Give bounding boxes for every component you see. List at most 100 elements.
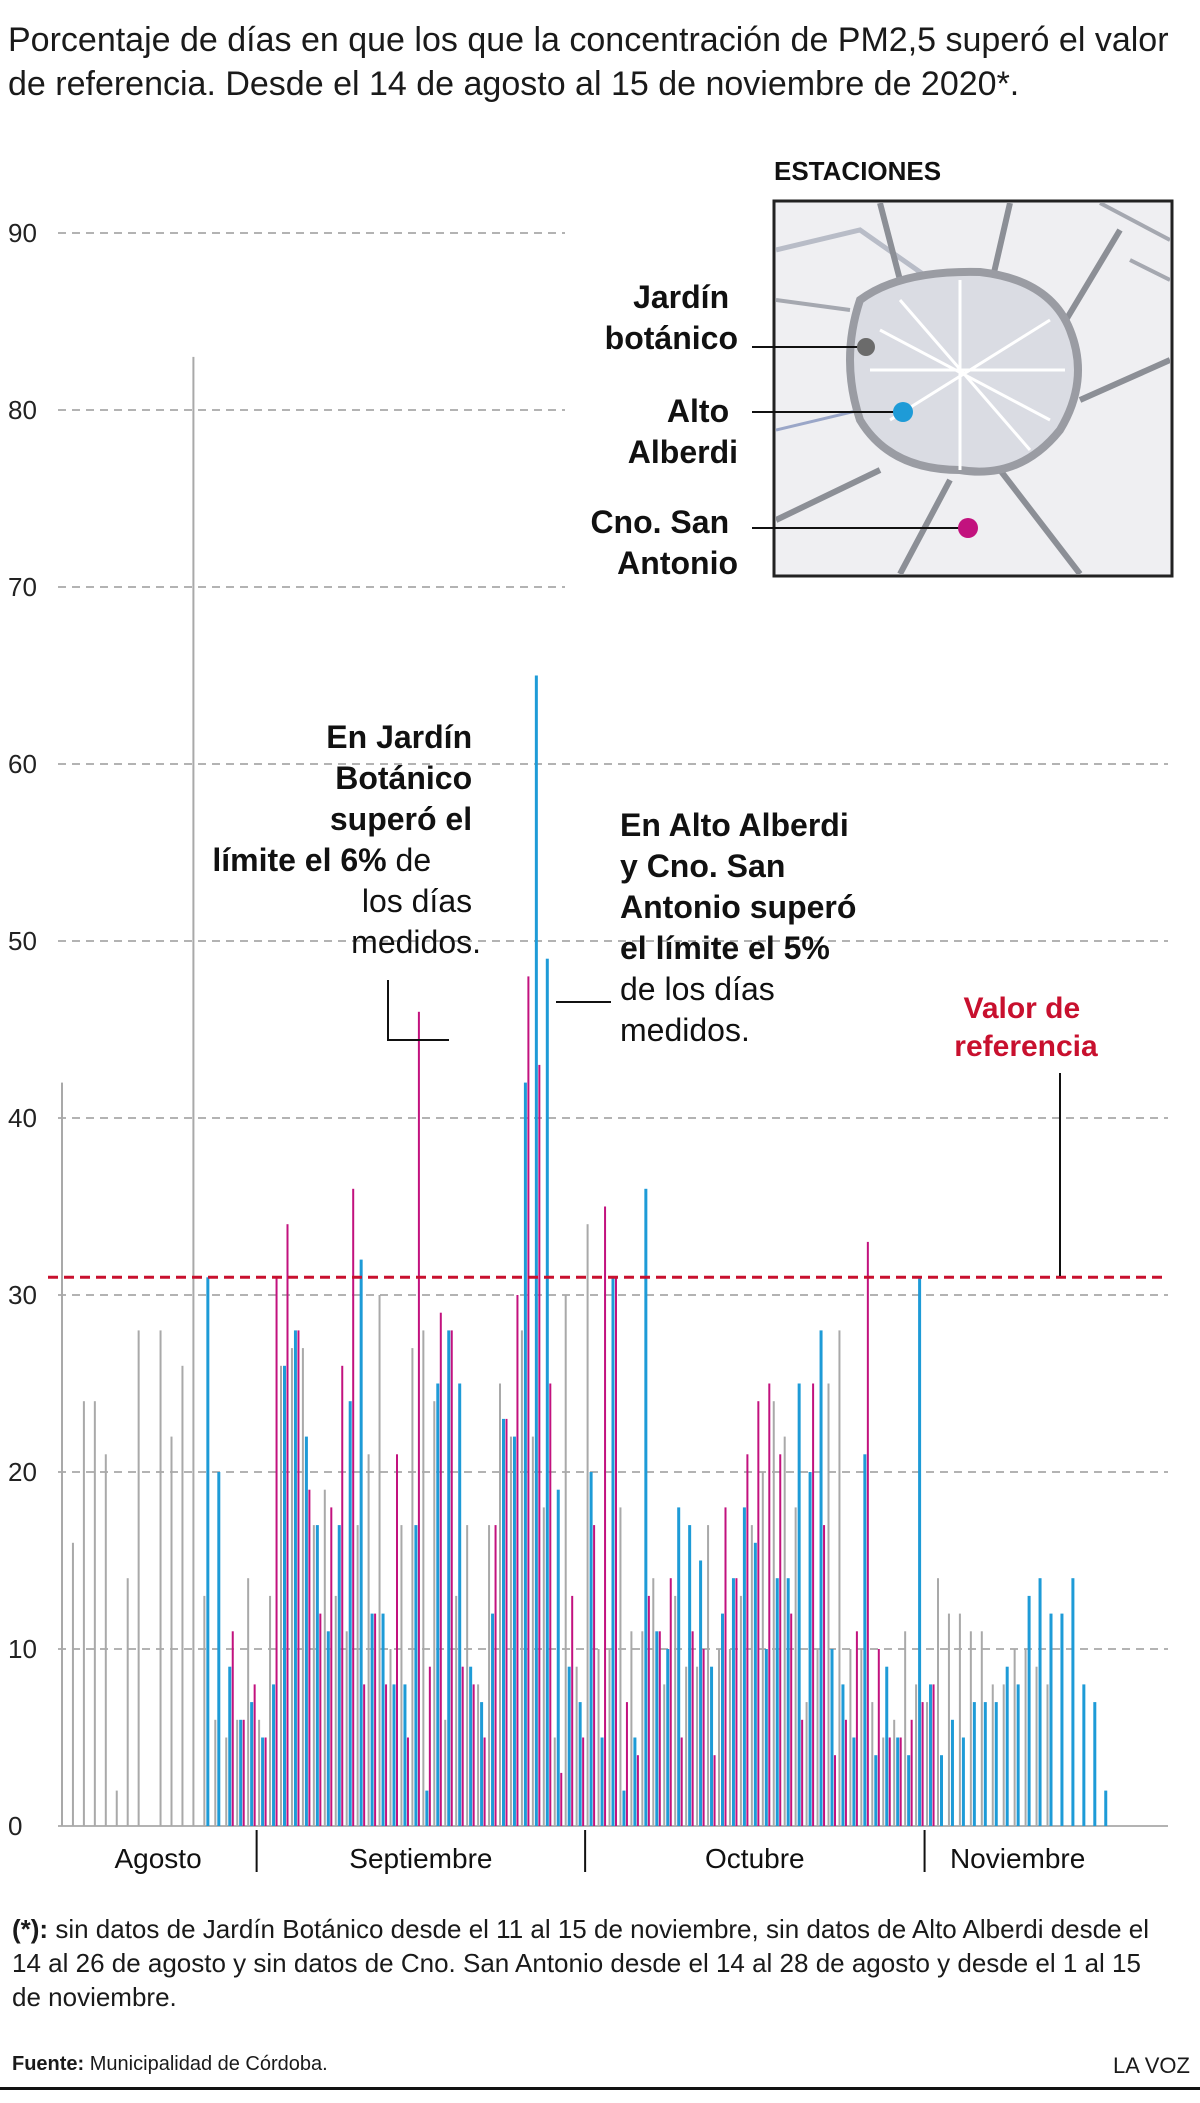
station-map: ESTACIONES Jardín botánico Alto Alberdi … [590, 156, 1174, 581]
bar-alto [1016, 1684, 1020, 1826]
footnote: (*): sin datos de Jardín Botánico desde … [12, 1912, 1162, 2014]
bar-alto [261, 1737, 265, 1826]
bar-jardin [61, 1082, 63, 1826]
bar-sanantonio [571, 1595, 574, 1826]
y-tick-label: 50 [8, 926, 37, 956]
bar-alto [1104, 1790, 1108, 1826]
bar-alto [797, 1383, 801, 1826]
bar-jardin [301, 1348, 304, 1826]
bar-jardin [893, 1719, 896, 1826]
bar-jardin [904, 1631, 907, 1826]
bar-sanantonio [844, 1719, 847, 1826]
bar-sanantonio [516, 1295, 519, 1826]
source: Fuente: Municipalidad de Córdoba. [12, 2053, 328, 2076]
bar-jardin [115, 1790, 118, 1826]
bar-jardin [1024, 1649, 1027, 1826]
bar-jardin [203, 1595, 206, 1826]
bar-jardin [236, 1719, 239, 1826]
bar-jardin [312, 1525, 315, 1826]
bar-jardin [542, 1507, 545, 1826]
bar-sanantonio [604, 1206, 607, 1826]
bar-alto [567, 1666, 571, 1826]
bar-jardin [630, 1631, 633, 1826]
bar-alto [764, 1649, 768, 1826]
bar-alto [677, 1507, 681, 1826]
bar-sanantonio [242, 1719, 245, 1826]
month-label: Agosto [114, 1843, 201, 1874]
bar-alto [633, 1737, 637, 1826]
bar-jardin [937, 1578, 939, 1826]
bar-alto [283, 1365, 286, 1826]
bar-jardin [466, 1525, 469, 1826]
bar-sanantonio [297, 1330, 300, 1826]
bar-alto [1082, 1684, 1086, 1826]
bar-jardin [958, 1613, 961, 1826]
bar-sanantonio [691, 1631, 694, 1826]
bar-sanantonio [855, 1631, 858, 1826]
bar-alto [491, 1613, 495, 1826]
bar-jardin [509, 1436, 512, 1826]
y-tick-label: 30 [8, 1280, 37, 1310]
bar-sanantonio [801, 1719, 804, 1826]
bar-jardin [499, 1383, 501, 1826]
bar-jardin [652, 1578, 655, 1826]
pm25-bar-chart: 0 10 20 30 40 50 60 70 80 90 Agosto Septiembre Octu… [8, 156, 1174, 1874]
annotation-reference: Valor de referencia [954, 992, 1098, 1276]
bar-alto [994, 1702, 998, 1826]
bar-sanantonio [341, 1365, 344, 1826]
bar-sanantonio [396, 1454, 398, 1826]
bar-jardin [816, 1649, 819, 1826]
station-label-jardin: Jardín botánico [605, 279, 738, 356]
bar-alto [655, 1631, 659, 1826]
bar-sanantonio [823, 1525, 826, 1826]
bar-alto [1071, 1578, 1075, 1826]
bar-jardin [838, 1330, 841, 1826]
bar-alto [425, 1790, 429, 1826]
bar-jardin [761, 1472, 764, 1826]
bar-alto [1060, 1613, 1064, 1826]
bar-alto [545, 958, 549, 1826]
bar-sanantonio [264, 1737, 267, 1826]
bar-alto [699, 1560, 703, 1826]
bar-sanantonio [538, 1064, 541, 1826]
station-label-alto: Alto Alberdi [628, 393, 738, 470]
bar-alto [1005, 1666, 1009, 1826]
bar-alto [950, 1719, 954, 1826]
bar-alto [206, 1277, 210, 1826]
bar-alto [392, 1684, 396, 1826]
bar-sanantonio [253, 1684, 256, 1826]
bar-alto [786, 1578, 790, 1826]
bar-alto [918, 1277, 922, 1826]
bar-sanantonio [352, 1188, 355, 1826]
bar-alto [688, 1525, 692, 1826]
bar-jardin [1035, 1666, 1038, 1826]
bar-jardin [159, 1330, 162, 1826]
y-tick-label: 70 [8, 572, 37, 602]
bar-jardin [641, 1631, 644, 1826]
bar-sanantonio [680, 1737, 683, 1826]
bar-jardin [849, 1649, 852, 1826]
bar-alto [819, 1330, 823, 1826]
bar-alto [885, 1666, 889, 1826]
bar-jardin [477, 1684, 480, 1826]
bar-sanantonio [932, 1684, 935, 1826]
bar-sanantonio [910, 1719, 913, 1826]
bar-alto [403, 1684, 407, 1826]
month-label: Octubre [705, 1843, 805, 1874]
bar-sanantonio [428, 1666, 431, 1826]
bar-jardin [772, 1401, 775, 1826]
bar-jardin [455, 1595, 458, 1826]
y-tick-label: 10 [8, 1634, 37, 1664]
bar-jardin [1013, 1649, 1016, 1826]
bar-alto [469, 1666, 473, 1826]
bar-sanantonio [746, 1454, 749, 1826]
bar-alto [589, 1472, 593, 1826]
bar-jardin [93, 1401, 96, 1826]
bar-jardin [728, 1649, 731, 1826]
bar-jardin [181, 1365, 184, 1826]
bar-sanantonio [866, 1241, 869, 1826]
bar-alto [622, 1790, 626, 1826]
bar-jardin [991, 1684, 994, 1826]
bar-alto [436, 1383, 440, 1826]
bar-alto [940, 1755, 943, 1826]
